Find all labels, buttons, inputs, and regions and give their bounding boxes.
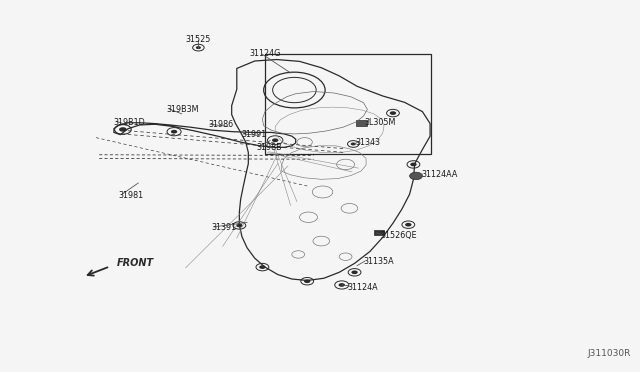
Circle shape xyxy=(339,283,345,287)
Circle shape xyxy=(304,279,310,283)
Circle shape xyxy=(272,138,278,142)
Text: 31124G: 31124G xyxy=(250,49,282,58)
Text: 319B1D: 319B1D xyxy=(114,118,146,126)
Circle shape xyxy=(410,172,422,180)
Circle shape xyxy=(259,265,266,269)
Text: J311030R: J311030R xyxy=(587,349,630,358)
Circle shape xyxy=(196,46,201,49)
Text: FRONT: FRONT xyxy=(116,259,154,268)
Bar xyxy=(374,230,384,235)
Text: 31343: 31343 xyxy=(356,138,381,147)
Circle shape xyxy=(171,130,177,134)
Text: 31135A: 31135A xyxy=(364,257,394,266)
Circle shape xyxy=(351,270,358,274)
Text: 31124AA: 31124AA xyxy=(421,170,458,179)
Circle shape xyxy=(351,142,356,145)
Text: 3L305M: 3L305M xyxy=(365,118,396,126)
Bar xyxy=(265,54,431,154)
Text: 31391: 31391 xyxy=(211,223,236,232)
Text: 31986: 31986 xyxy=(208,120,233,129)
Circle shape xyxy=(236,224,243,227)
Text: 31981: 31981 xyxy=(118,191,143,200)
Text: 31124A: 31124A xyxy=(348,283,378,292)
Circle shape xyxy=(410,163,417,166)
Text: 31991: 31991 xyxy=(242,130,267,139)
Text: 319B3M: 319B3M xyxy=(166,105,199,114)
Circle shape xyxy=(405,223,412,227)
Text: 31526QE: 31526QE xyxy=(380,231,417,240)
Circle shape xyxy=(390,111,396,115)
Text: 3198B: 3198B xyxy=(256,143,282,152)
Bar xyxy=(356,120,367,126)
Circle shape xyxy=(119,127,127,132)
Text: 31525: 31525 xyxy=(186,35,211,44)
